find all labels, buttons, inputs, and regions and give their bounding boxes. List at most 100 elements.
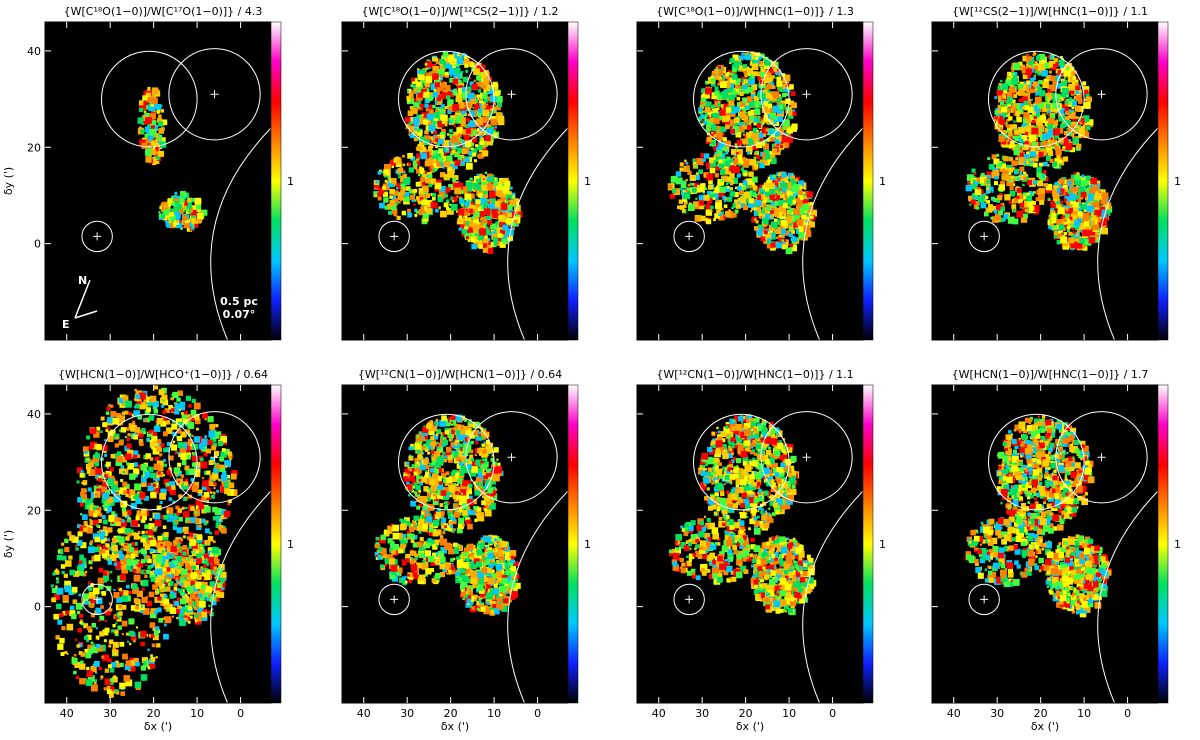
emission-pixel (1035, 97, 1042, 104)
emission-pixel (754, 102, 758, 106)
emission-pixel (1082, 81, 1086, 85)
emission-pixel (993, 170, 999, 176)
emission-pixel (435, 82, 440, 87)
emission-pixel (393, 214, 395, 216)
emission-pixel (699, 195, 704, 200)
emission-pixel (976, 206, 979, 209)
emission-pixel (185, 507, 187, 509)
emission-pixel (1064, 76, 1066, 78)
emission-pixel (730, 191, 736, 197)
emission-pixel (435, 183, 442, 190)
emission-pixel (151, 125, 155, 129)
emission-pixel (461, 71, 463, 73)
emission-pixel (1076, 126, 1079, 129)
emission-pixel (204, 435, 207, 438)
emission-pixel (464, 135, 470, 141)
emission-pixel (741, 167, 744, 170)
emission-pixel (423, 120, 428, 125)
emission-pixel (436, 61, 439, 64)
emission-pixel (1037, 180, 1043, 186)
emission-pixel (454, 154, 458, 158)
emission-pixel (487, 184, 494, 191)
emission-pixel (760, 236, 765, 241)
emission-pixel (190, 211, 192, 213)
emission-pixel (439, 109, 444, 114)
emission-pixel (1025, 125, 1031, 131)
emission-pixel (756, 155, 760, 159)
emission-pixel (1024, 101, 1028, 105)
emission-pixel (378, 171, 382, 175)
emission-pixel (998, 162, 1003, 167)
emission-pixel (188, 202, 192, 206)
emission-pixel (465, 157, 470, 162)
emission-pixel (476, 208, 478, 210)
emission-pixel (474, 80, 476, 82)
emission-pixel (155, 457, 159, 461)
emission-pixel (177, 527, 183, 533)
emission-pixel (720, 187, 726, 193)
emission-pixel (749, 198, 754, 203)
emission-pixel (684, 162, 686, 164)
emission-pixel (443, 161, 449, 167)
emission-pixel (219, 519, 221, 521)
emission-pixel (732, 68, 737, 73)
emission-pixel (375, 180, 378, 183)
emission-pixel (696, 158, 703, 165)
emission-pixel (1081, 180, 1087, 186)
emission-pixel (987, 175, 991, 179)
emission-pixel (416, 114, 419, 117)
emission-pixel (735, 187, 737, 189)
emission-pixel (1058, 100, 1060, 102)
emission-pixel (512, 195, 515, 198)
emission-pixel (1039, 163, 1043, 167)
emission-pixel (1037, 147, 1040, 150)
emission-pixel (408, 163, 411, 166)
emission-pixel (473, 68, 480, 75)
emission-pixel (775, 134, 777, 136)
emission-pixel (771, 137, 775, 141)
emission-pixel (462, 92, 468, 98)
emission-pixel (672, 189, 676, 193)
emission-pixel (1033, 81, 1038, 86)
emission-pixel (88, 487, 92, 491)
emission-pixel (167, 199, 172, 204)
emission-pixel (183, 216, 188, 221)
emission-pixel (706, 174, 713, 181)
emission-pixel (973, 176, 975, 178)
emission-pixel (743, 205, 748, 210)
emission-pixel (432, 156, 435, 159)
emission-pixel (454, 125, 456, 127)
emission-pixel (1004, 194, 1010, 200)
emission-pixel (1023, 112, 1029, 118)
emission-pixel (754, 123, 757, 126)
emission-pixel (1036, 56, 1040, 60)
emission-pixel (754, 157, 757, 160)
emission-pixel (469, 227, 473, 231)
emission-pixel (428, 120, 430, 122)
emission-pixel (420, 104, 424, 108)
emission-pixel (1058, 207, 1065, 214)
emission-pixel (739, 164, 742, 167)
emission-pixel (478, 89, 481, 92)
emission-pixel (710, 168, 716, 174)
emission-pixel (1026, 68, 1033, 75)
emission-pixel (170, 212, 175, 217)
emission-pixel (479, 229, 486, 236)
emission-pixel (175, 201, 179, 205)
panel-title: {W[C¹⁸O(1−0)]/W[HNC(1−0)]} / 1.3 (656, 5, 854, 18)
emission-pixel (198, 220, 201, 223)
emission-pixel (800, 196, 804, 200)
emission-pixel (413, 203, 415, 205)
emission-pixel (1000, 80, 1002, 82)
emission-pixel (748, 171, 753, 176)
emission-pixel (774, 218, 777, 221)
emission-pixel (994, 96, 997, 99)
y-tick-label: 20 (27, 141, 41, 154)
emission-pixel (489, 233, 492, 236)
emission-pixel (154, 464, 161, 471)
emission-pixel (446, 199, 450, 203)
emission-pixel (692, 188, 697, 193)
emission-pixel (487, 177, 490, 180)
emission-pixel (774, 68, 778, 72)
emission-pixel (1031, 128, 1038, 135)
